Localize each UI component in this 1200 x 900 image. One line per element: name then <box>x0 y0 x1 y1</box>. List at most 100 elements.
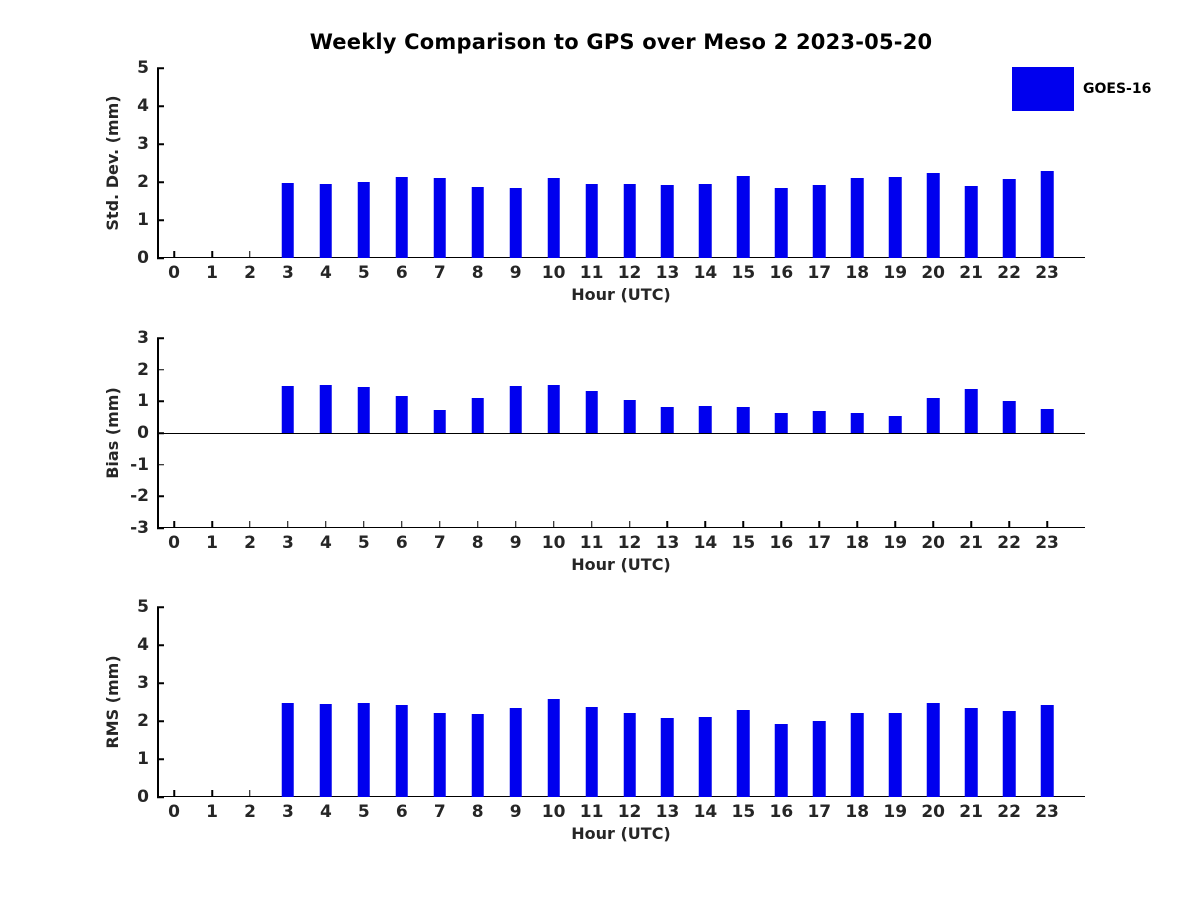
x-tick-label: 13 <box>655 533 680 553</box>
x-tick-label: 15 <box>731 533 756 553</box>
bar-hour-18 <box>851 177 864 258</box>
x-tick-label: 14 <box>693 802 718 822</box>
x-tick-label: 20 <box>921 263 946 283</box>
bar-hour-8 <box>471 398 484 433</box>
bar-hour-9 <box>509 188 522 258</box>
x-tick-label: 3 <box>282 802 294 822</box>
x-tick-mark <box>932 521 934 528</box>
x-tick-label: 21 <box>959 533 983 553</box>
bar-hour-16 <box>775 188 788 258</box>
x-tick-label: 0 <box>168 263 180 283</box>
x-tick-label: 1 <box>206 802 218 822</box>
x-tick-label: 18 <box>845 533 870 553</box>
y-tick-mark <box>157 257 164 259</box>
x-tick-label: 3 <box>282 263 294 283</box>
x-tick-label: 9 <box>509 533 522 553</box>
x-tick-mark <box>173 521 175 528</box>
y-tick-mark <box>157 682 164 684</box>
x-tick-mark <box>894 521 896 528</box>
bar-hour-3 <box>281 183 295 258</box>
x-axis-spine <box>157 256 1085 258</box>
x-tick-label: 9 <box>509 802 522 822</box>
x-tick-mark <box>211 251 213 258</box>
bar-hour-7 <box>433 410 447 433</box>
bar-hour-13 <box>661 718 674 797</box>
x-tick-mark <box>552 521 555 528</box>
bar-hour-4 <box>319 184 333 258</box>
x-tick-label: 5 <box>357 533 370 553</box>
x-tick-label: 5 <box>357 802 370 822</box>
y-tick-mark <box>157 219 164 221</box>
x-tick-label: 2 <box>244 802 256 822</box>
x-tick-label: 19 <box>883 533 908 553</box>
bar-hour-19 <box>888 415 902 433</box>
bar-hour-21 <box>964 388 978 433</box>
y-axis-spine <box>157 607 159 797</box>
bar-hour-20 <box>926 172 940 258</box>
y-tick-mark <box>157 758 164 760</box>
x-tick-label: 15 <box>731 263 756 283</box>
x-tick-label: 17 <box>807 533 832 553</box>
bar-hour-13 <box>661 185 674 258</box>
x-tick-mark <box>856 521 859 528</box>
x-tick-label: 21 <box>959 802 983 822</box>
y-tick-mark <box>157 67 164 69</box>
x-tick-label: 20 <box>921 802 946 822</box>
x-tick-mark <box>704 521 707 528</box>
bar-hour-20 <box>926 702 940 797</box>
x-tick-label: 22 <box>997 533 1021 553</box>
x-tick-mark <box>818 521 821 528</box>
y-tick-label: 1 <box>137 210 149 230</box>
x-tick-label: 6 <box>395 263 408 283</box>
zero-baseline <box>157 433 1085 435</box>
x-tick-label: 16 <box>769 802 794 822</box>
x-tick-mark <box>325 521 327 528</box>
x-tick-label: 7 <box>433 802 446 822</box>
x-tick-label: 10 <box>541 802 566 822</box>
bar-hour-5 <box>357 182 371 258</box>
y-tick-label: 5 <box>137 597 149 617</box>
x-tick-mark <box>401 521 403 528</box>
x-tick-label: 8 <box>471 263 484 283</box>
x-tick-label: 13 <box>655 263 680 283</box>
bar-hour-23 <box>1040 409 1054 433</box>
bar-hour-14 <box>699 717 712 797</box>
x-tick-mark <box>628 521 631 528</box>
x-tick-label: 4 <box>319 533 332 553</box>
x-tick-mark <box>1046 521 1048 528</box>
y-tick-label: 5 <box>137 58 149 78</box>
x-tick-label: 0 <box>168 533 180 553</box>
x-axis-spine <box>157 795 1085 797</box>
bar-hour-6 <box>395 705 409 797</box>
x-tick-label: 6 <box>395 802 408 822</box>
x-tick-label: 1 <box>206 533 218 553</box>
bar-hour-22 <box>1002 179 1016 258</box>
bar-hour-13 <box>661 406 674 433</box>
x-tick-mark <box>439 521 441 528</box>
bar-hour-11 <box>585 183 598 258</box>
x-tick-mark <box>249 251 251 258</box>
x-tick-label: 11 <box>579 263 604 283</box>
bar-hour-8 <box>471 186 484 258</box>
x-tick-mark <box>249 521 251 528</box>
x-tick-label: 6 <box>395 533 408 553</box>
y-tick-mark <box>157 463 164 466</box>
bar-hour-11 <box>585 390 598 433</box>
x-tick-mark <box>363 521 365 528</box>
bar-hour-7 <box>433 713 447 797</box>
bar-hour-14 <box>699 183 712 258</box>
x-tick-label: 8 <box>471 533 484 553</box>
y-tick-mark <box>157 432 164 434</box>
x-axis-label-std-dev: Hour (UTC) <box>571 285 671 304</box>
y-tick-label: 3 <box>137 134 149 154</box>
y-tick-mark <box>157 181 164 183</box>
bar-hour-12 <box>623 184 636 258</box>
bar-hour-8 <box>471 713 484 797</box>
y-tick-label: -2 <box>130 486 149 507</box>
x-tick-label: 10 <box>541 263 566 283</box>
y-tick-label: 2 <box>137 172 149 192</box>
x-tick-label: 3 <box>282 533 294 553</box>
x-tick-mark <box>742 521 745 528</box>
bar-hour-12 <box>623 400 636 433</box>
x-tick-mark <box>249 790 251 797</box>
